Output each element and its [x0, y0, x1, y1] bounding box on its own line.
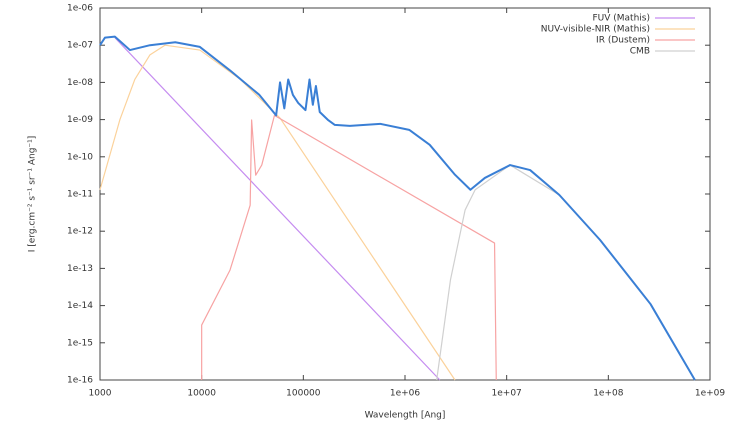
x-tick-label: 10000 — [187, 389, 216, 399]
y-tick-label: 1e-14 — [67, 301, 93, 311]
series-line — [436, 164, 696, 381]
y-axis-label: I [erg.cm⁻² s⁻¹ sr⁻¹ Ang⁻¹] — [28, 136, 38, 253]
x-axis-label: Wavelength [Ang] — [365, 411, 446, 421]
y-tick-label: 1e-07 — [67, 41, 93, 51]
y-tick-label: 1e-08 — [67, 78, 93, 88]
y-tick-label: 1e-06 — [67, 4, 93, 14]
y-tick-label: 1e-12 — [67, 227, 93, 237]
x-tick-label: 1e+09 — [695, 389, 726, 399]
series-line — [99, 35, 696, 381]
y-tick-label: 1e-15 — [67, 338, 93, 348]
x-tick-label: 1e+08 — [593, 389, 624, 399]
x-tick-label: 1e+07 — [492, 389, 522, 399]
y-tick-label: 1e-11 — [67, 190, 93, 200]
series-line — [99, 44, 456, 381]
x-tick-label: 100000 — [286, 389, 321, 399]
y-tick-label: 1e-10 — [67, 152, 93, 162]
legend-label: NUV-visible-NIR (Mathis) — [541, 25, 650, 35]
x-tick-label: 1e+06 — [390, 389, 421, 399]
legend-label: FUV (Mathis) — [592, 14, 650, 24]
series-line — [114, 37, 441, 381]
plot-frame — [99, 7, 711, 381]
series-line — [201, 114, 497, 381]
y-tick-label: 1e-13 — [67, 264, 93, 274]
y-tick-label: 1e-09 — [67, 115, 93, 125]
legend-label: IR (Dustem) — [596, 36, 650, 46]
legend-label: CMB — [630, 47, 650, 57]
x-tick-label: 1000 — [89, 389, 112, 399]
y-tick-label: 1e-16 — [67, 376, 93, 386]
